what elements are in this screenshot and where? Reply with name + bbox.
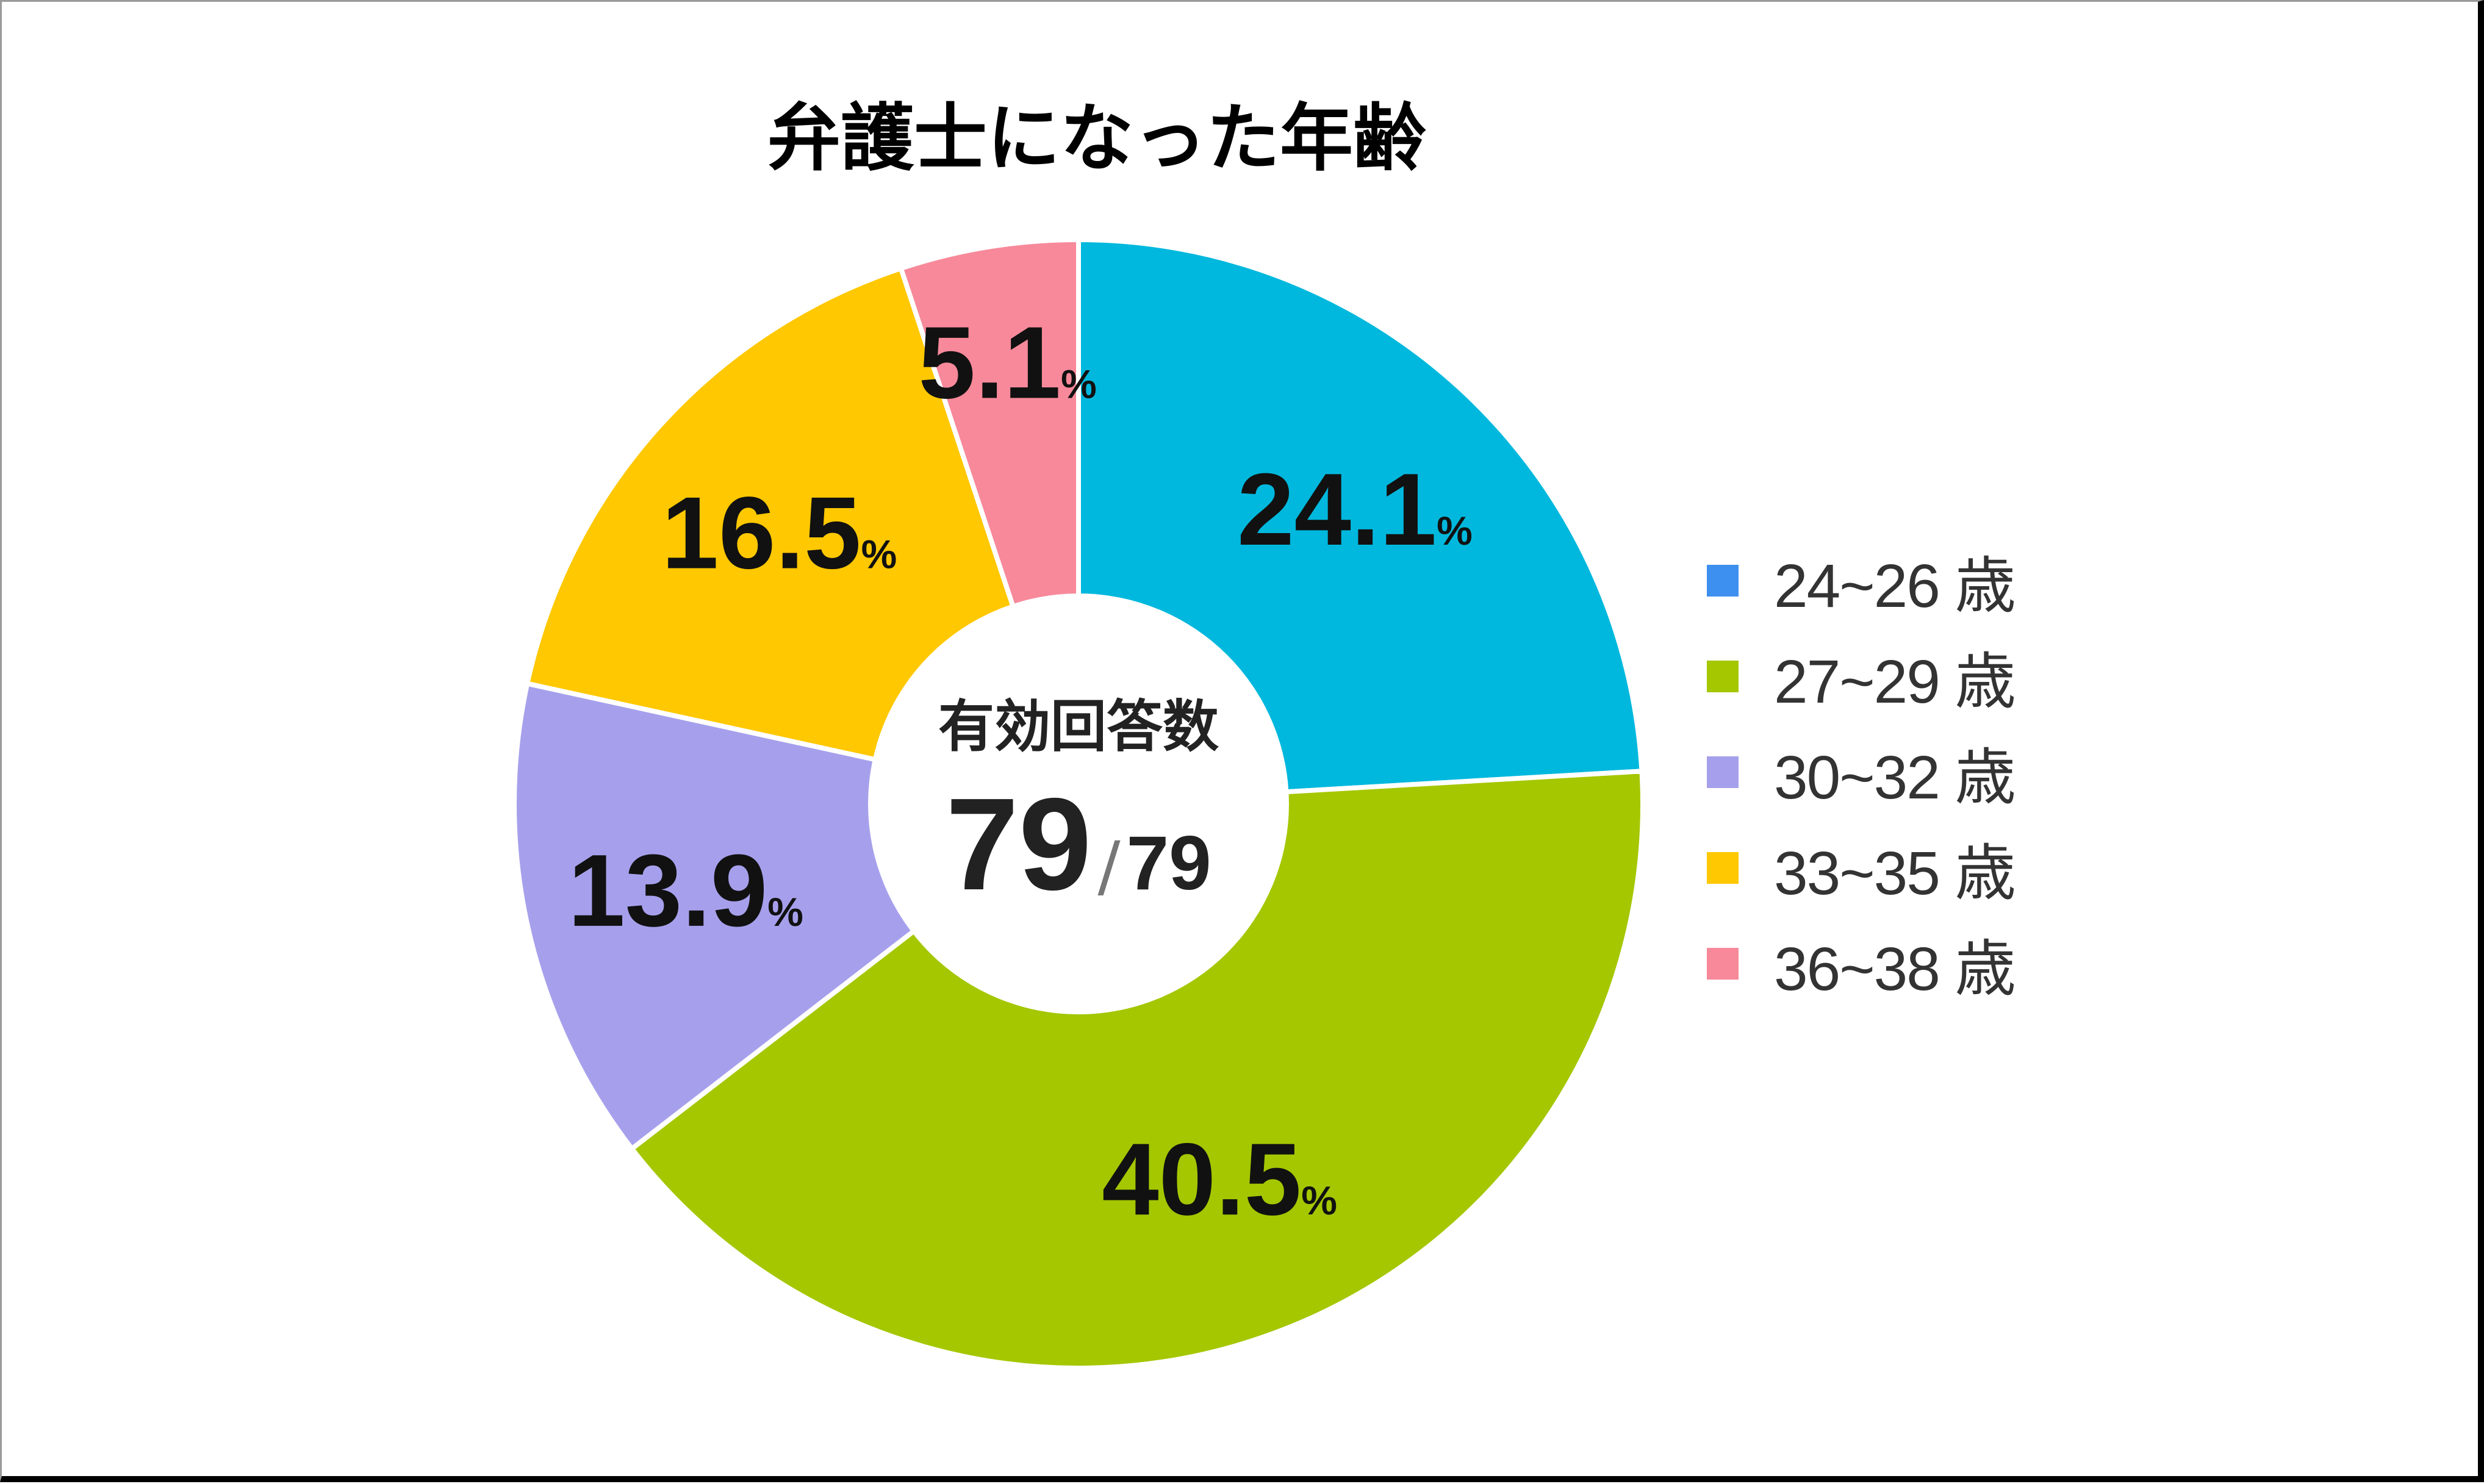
center-hole [868,593,1289,1014]
pie-slice-2 [628,769,1645,1371]
slice-label-5: 5.1% [919,305,1097,420]
legend-swatch [1707,564,1739,597]
legend-item-2: 27~29 歳 [1707,628,2016,724]
slice-label-percent: % [767,889,803,934]
legend-label: 33~35 歳 [1774,839,2016,908]
legend-item-5: 36~38 歳 [1707,916,2016,1011]
slice-label-value: 5.1 [919,305,1061,420]
legend-swatch [1707,756,1739,788]
slice-label-percent: % [1301,1178,1337,1223]
slice-label-percent: % [1437,508,1473,553]
legend: 24~26 歳 27~29 歳 30~32 歳 33~35 歳 36~38 歳 [1707,532,2016,1011]
legend-item-1: 24~26 歳 [1707,532,2016,628]
center-count: 79/79 [946,770,1211,917]
center-count-total: 79 [1127,821,1211,906]
legend-item-4: 33~35 歳 [1707,820,2016,916]
slice-label-1: 24.1% [1237,452,1473,567]
legend-item-3: 30~32 歳 [1707,724,2016,820]
legend-label: 36~38 歳 [1774,935,2016,1003]
slice-label-percent: % [1061,361,1097,406]
slice-label-4: 16.5% [662,475,897,590]
slice-label-value: 24.1 [1237,452,1437,567]
slice-label-2: 40.5% [1102,1122,1337,1236]
slice-labels-layer: 24.1%40.5%13.9%16.5%5.1% [568,305,1473,1236]
slice-label-value: 16.5 [662,475,861,590]
chart-title: 弁護士になった年齢 [767,96,1426,181]
legend-swatch [1707,851,1739,884]
center-count-separator: / [1098,827,1121,905]
center-caption: 有効回答数 [938,694,1219,759]
legend-label: 24~26 歳 [1774,552,2016,620]
slice-label-percent: % [861,531,897,576]
center-count-value: 79 [946,770,1091,917]
legend-label: 27~29 歳 [1774,648,2016,716]
slice-label-value: 13.9 [568,833,767,948]
slice-label-3: 13.9% [568,833,803,948]
slice-label-value: 40.5 [1102,1122,1301,1236]
legend-swatch [1707,947,1739,980]
legend-swatch [1707,660,1739,692]
legend-label: 30~32 歳 [1774,744,2016,812]
